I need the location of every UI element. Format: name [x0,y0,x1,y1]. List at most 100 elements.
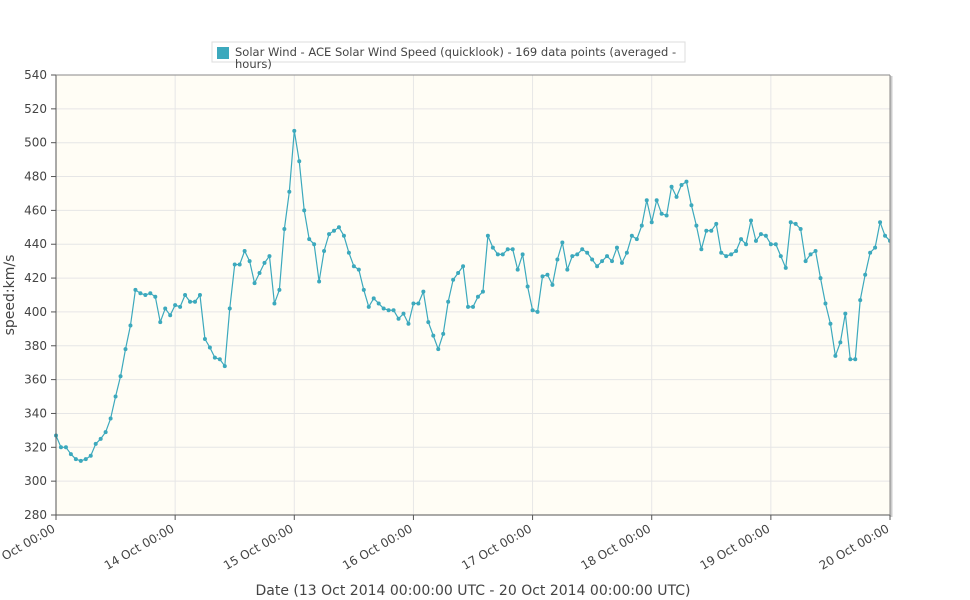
data-point[interactable] [654,198,659,203]
data-point[interactable] [768,242,773,247]
data-point[interactable] [103,430,108,435]
data-point[interactable] [763,233,768,238]
data-point[interactable] [68,452,73,457]
data-point[interactable] [724,254,729,259]
data-point[interactable] [833,353,838,358]
data-point[interactable] [560,240,565,245]
data-point[interactable] [878,220,883,225]
data-point[interactable] [530,308,535,313]
data-point[interactable] [605,254,610,259]
data-point[interactable] [277,287,282,292]
data-point[interactable] [143,293,148,297]
data-point[interactable] [63,445,68,450]
data-point[interactable] [58,445,63,450]
legend[interactable]: Solar Wind - ACE Solar Wind Speed (quick… [211,41,686,71]
data-point[interactable] [406,321,411,326]
data-point[interactable] [371,296,376,301]
data-point[interactable] [441,331,446,336]
data-point[interactable] [396,316,401,321]
data-point[interactable] [649,220,654,225]
data-point[interactable] [749,218,753,223]
data-point[interactable] [93,441,98,446]
data-point[interactable] [808,252,813,257]
data-point[interactable] [232,262,237,267]
data-point[interactable] [133,287,138,292]
data-point[interactable] [590,257,595,262]
data-point[interactable] [173,303,178,308]
data-point[interactable] [421,289,426,294]
data-point[interactable] [614,245,619,250]
data-point[interactable] [148,291,153,296]
data-point[interactable] [873,245,878,250]
data-point[interactable] [843,311,848,316]
data-point[interactable] [719,250,724,255]
data-point[interactable] [669,184,674,189]
data-point[interactable] [436,347,441,352]
data-point[interactable] [848,357,853,362]
data-point[interactable] [644,198,649,203]
data-point[interactable] [674,194,679,199]
data-point[interactable] [490,245,495,250]
data-point[interactable] [431,333,436,338]
data-point[interactable] [773,242,778,247]
data-point[interactable] [297,159,302,164]
data-point[interactable] [555,257,560,262]
data-point[interactable] [267,254,272,259]
data-point[interactable] [381,306,386,311]
data-point[interactable] [242,249,247,253]
data-point[interactable] [292,128,297,133]
data-point[interactable] [575,252,580,257]
data-point[interactable] [505,247,510,252]
data-point[interactable] [619,260,624,265]
data-point[interactable] [391,308,396,313]
data-point[interactable] [332,228,336,233]
data-point[interactable] [376,301,381,306]
data-point[interactable] [351,264,356,269]
data-point[interactable] [361,287,366,292]
data-point[interactable] [336,225,341,230]
data-point[interactable] [500,252,505,257]
data-point[interactable] [783,265,788,270]
data-point[interactable] [456,271,461,275]
data-point[interactable] [426,320,431,325]
data-point[interactable] [202,337,207,341]
data-point[interactable] [734,249,739,253]
data-point[interactable] [356,267,361,272]
data-point[interactable] [252,281,257,286]
data-point[interactable] [753,238,758,243]
data-point[interactable] [818,276,823,281]
data-point[interactable] [113,394,118,399]
data-point[interactable] [659,211,664,216]
data-point[interactable] [540,274,545,279]
data-point[interactable] [411,301,416,306]
data-point[interactable] [798,227,803,231]
data-point[interactable] [302,208,307,213]
data-point[interactable] [178,304,183,309]
data-point[interactable] [704,228,709,233]
data-point[interactable] [694,223,699,228]
data-point[interactable] [858,298,863,303]
data-point[interactable] [158,320,163,325]
data-point[interactable] [689,203,694,208]
data-point[interactable] [664,213,669,218]
data-point[interactable] [282,227,287,231]
data-point[interactable] [610,259,614,264]
data-point[interactable] [471,304,475,309]
data-point[interactable] [207,345,212,350]
data-point[interactable] [863,272,868,277]
data-point[interactable] [98,436,103,441]
data-point[interactable] [525,284,530,289]
data-point[interactable] [480,289,485,294]
data-point[interactable] [545,272,550,277]
data-point[interactable] [183,293,188,297]
data-point[interactable] [307,237,312,242]
data-point[interactable] [684,179,689,184]
data-point[interactable] [217,357,222,362]
data-point[interactable] [475,294,480,299]
data-point[interactable] [247,259,252,264]
data-point[interactable] [193,299,197,304]
data-point[interactable] [709,228,714,233]
data-point[interactable] [868,250,873,255]
data-point[interactable] [778,254,783,259]
data-point[interactable] [446,299,451,304]
